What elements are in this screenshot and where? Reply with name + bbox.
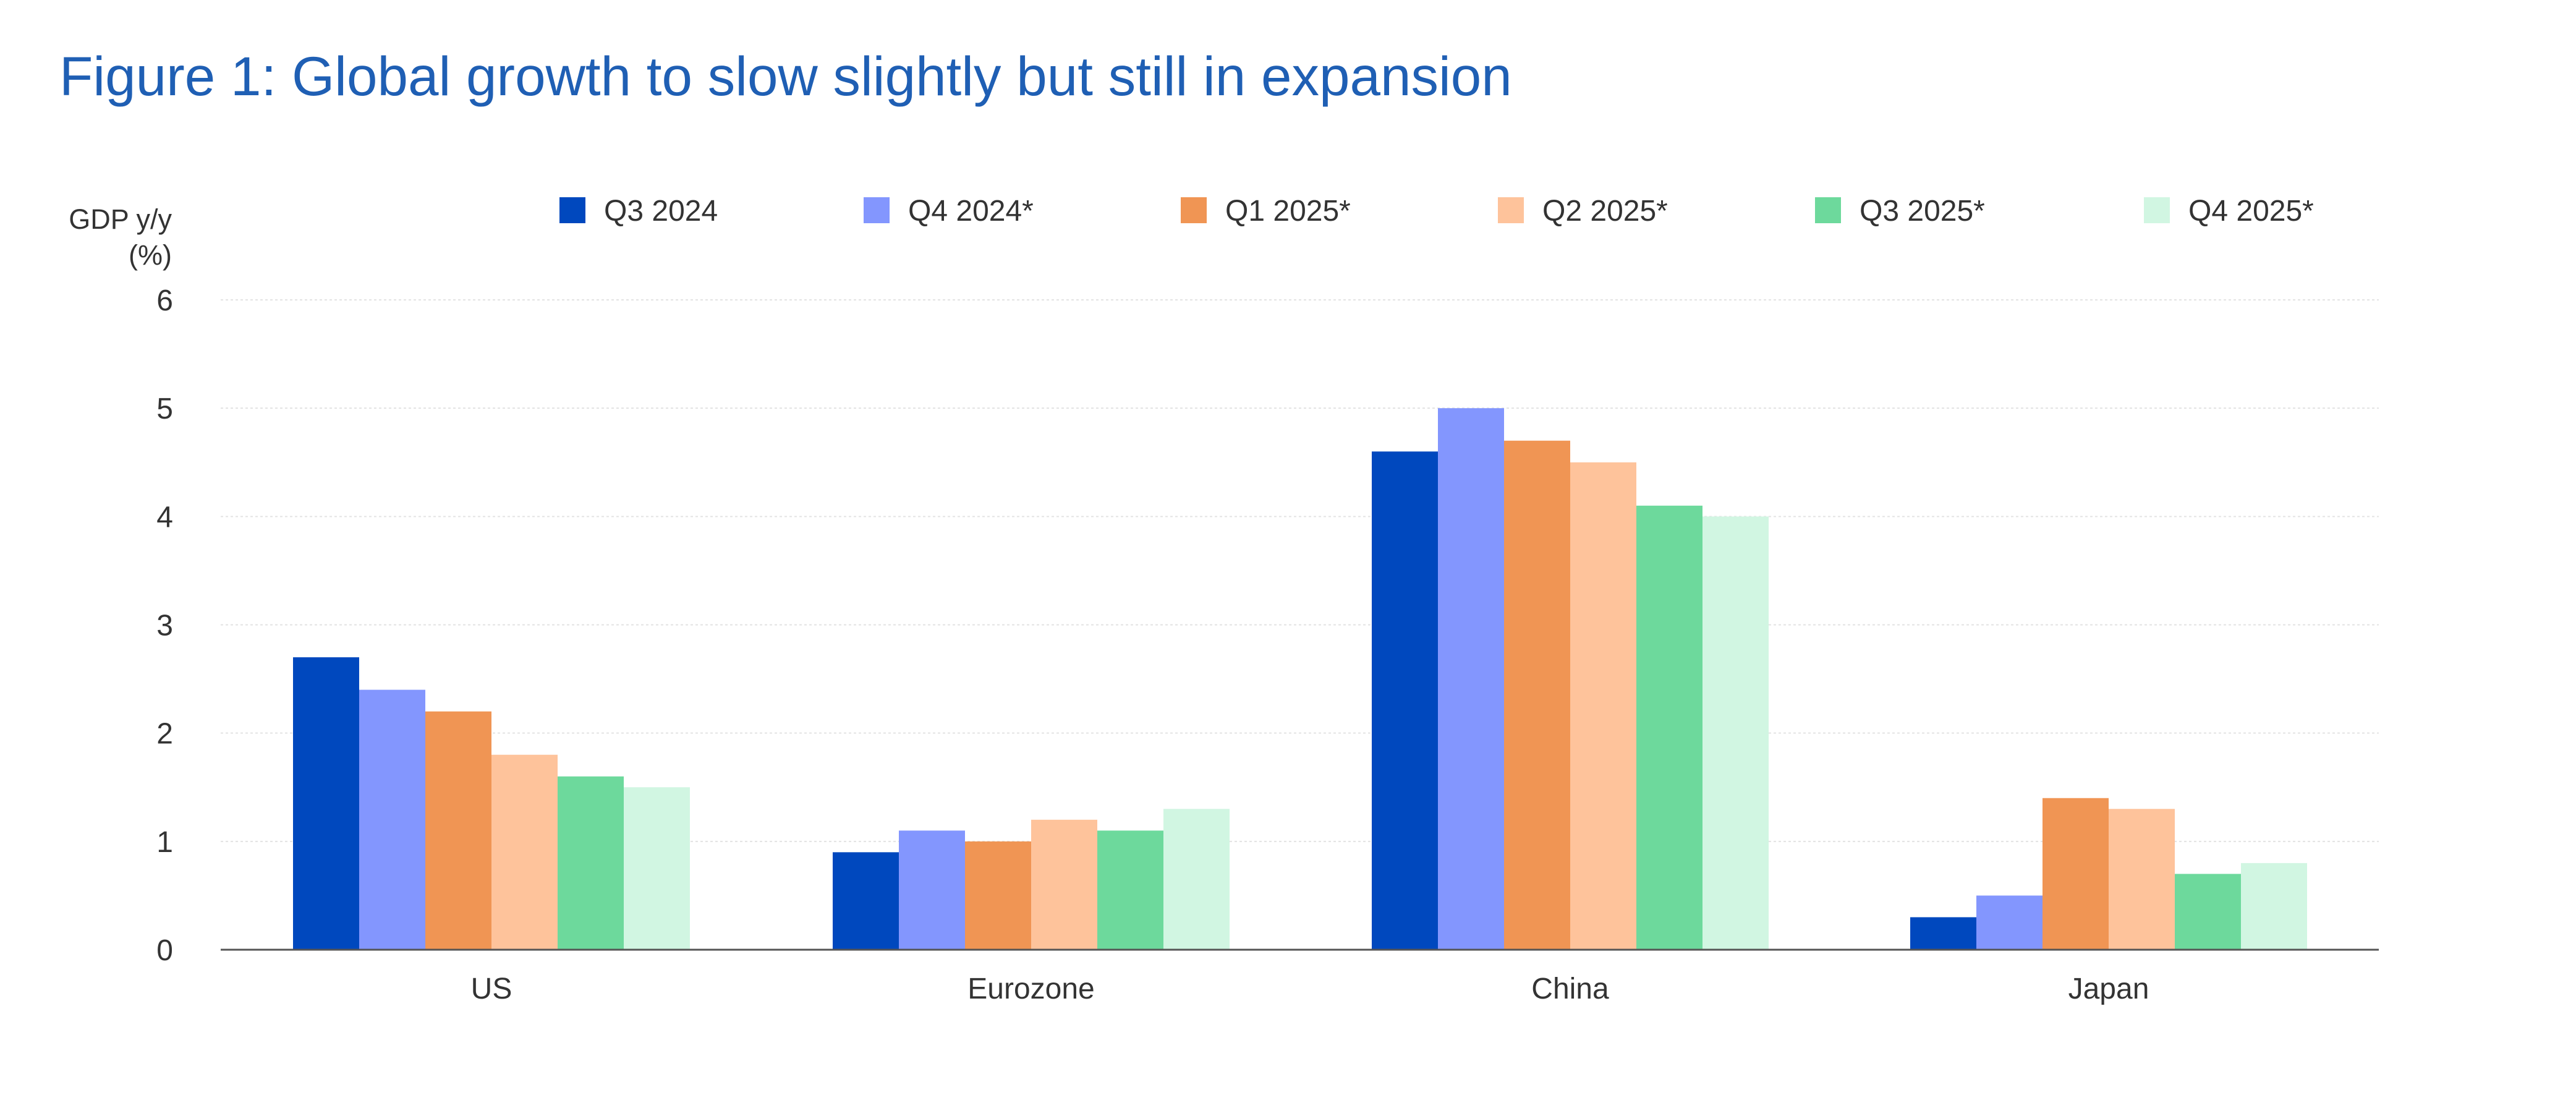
y-axis-title: (%)	[129, 239, 172, 271]
legend-label: Q2 2025*	[1542, 195, 1668, 228]
bar	[1636, 505, 1702, 950]
x-tick-label: US	[471, 973, 512, 1005]
legend-swatch	[864, 197, 890, 223]
x-tick-label: Japan	[2068, 973, 2149, 1005]
bar	[624, 787, 690, 950]
legend-label: Q4 2024*	[908, 195, 1034, 228]
bar	[1976, 895, 2043, 950]
legend-swatch	[2144, 197, 2170, 223]
bar	[359, 689, 425, 950]
x-tick-label: Eurozone	[967, 973, 1094, 1005]
bar	[1504, 440, 1570, 950]
bar	[965, 841, 1031, 950]
bar	[1702, 516, 1769, 950]
legend-label: Q1 2025*	[1225, 195, 1351, 228]
legend-label: Q4 2025*	[2188, 195, 2314, 228]
legend-item: Q3 2025*	[1815, 195, 1985, 228]
legend-item: Q2 2025*	[1498, 195, 1668, 228]
axes: 0 1 2 3 4 5 6 GDP y/y (%) US Eurozone China Japan	[69, 203, 2379, 1005]
y-tick-label: 6	[156, 284, 173, 317]
bar	[1910, 917, 1976, 950]
bars	[293, 408, 2307, 950]
legend-item: Q3 2024	[559, 195, 718, 228]
y-tick-label: 0	[156, 934, 173, 967]
y-tick-label: 5	[156, 393, 173, 425]
legend-swatch	[1181, 197, 1207, 223]
legend-item: Q1 2025*	[1181, 195, 1351, 228]
bar	[1163, 809, 1230, 950]
bar	[1372, 451, 1438, 950]
bar	[2175, 874, 2241, 950]
bar	[899, 830, 965, 950]
bar	[1031, 819, 1097, 950]
legend: Q3 2024 Q4 2024* Q1 2025* Q2 2025* Q3 2025* Q…	[559, 195, 2314, 228]
legend-label: Q3 2025*	[1860, 195, 1985, 228]
legend-swatch	[559, 197, 585, 223]
y-tick-label: 1	[156, 826, 173, 859]
y-tick-label: 4	[156, 501, 173, 534]
bar	[558, 776, 624, 950]
bar	[1097, 830, 1163, 950]
bar	[2043, 798, 2109, 950]
y-tick-label: 2	[156, 718, 173, 751]
y-tick-label: 3	[156, 610, 173, 642]
bar	[1438, 408, 1504, 950]
bar	[1570, 462, 1636, 950]
legend-item: Q4 2024*	[864, 195, 1034, 228]
y-axis-title: GDP y/y	[69, 203, 172, 235]
legend-item: Q4 2025*	[2144, 195, 2314, 228]
bar	[491, 754, 558, 950]
x-tick-label: China	[1531, 973, 1609, 1005]
bar	[2109, 809, 2175, 950]
bar	[2241, 863, 2307, 950]
chart-title: Figure 1: Global growth to slow slightly…	[59, 45, 1512, 107]
bar	[425, 711, 491, 950]
gridlines	[221, 299, 2379, 842]
legend-swatch	[1498, 197, 1524, 223]
legend-label: Q3 2024	[604, 195, 718, 228]
bar	[293, 657, 359, 950]
bar	[833, 852, 899, 950]
legend-swatch	[1815, 197, 1841, 223]
